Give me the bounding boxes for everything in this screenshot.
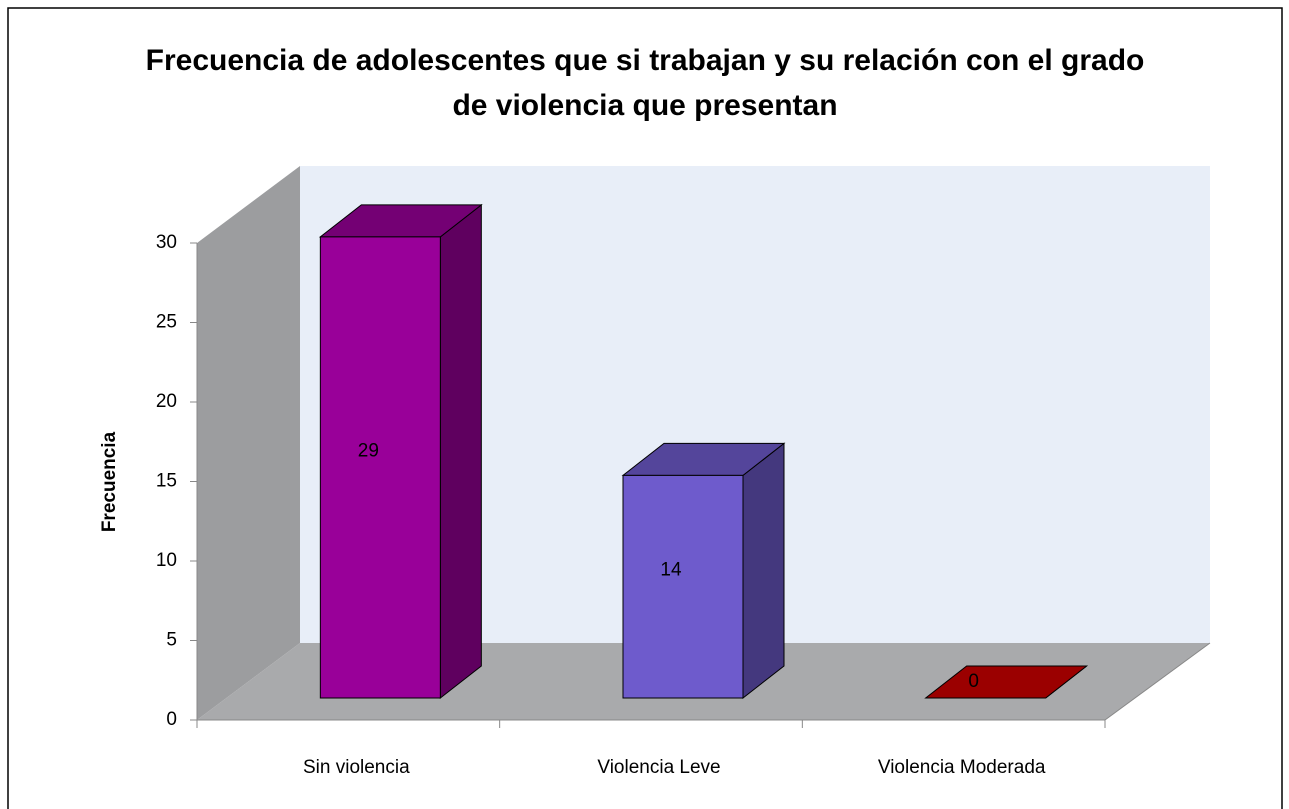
y-tick-label: 0 (166, 709, 177, 730)
x-tick-label: Violencia Leve (597, 757, 720, 778)
data-label: 14 (660, 560, 682, 581)
y-tick-label: 5 (166, 630, 177, 651)
y-tick-label: 25 (156, 312, 177, 333)
y-tick-label: 10 (156, 550, 177, 571)
bar (622, 474, 744, 699)
chart-title: Frecuencia de adolescentes que si trabaj… (145, 44, 1145, 122)
x-tick-label: Sin violencia (303, 757, 410, 778)
y-tick-label: 20 (156, 391, 177, 412)
x-tick-label: Violencia Moderada (878, 757, 1046, 778)
y-tick-label: 30 (156, 232, 177, 253)
bar-side (439, 203, 482, 700)
y-axis-title: Frecuencia (99, 431, 120, 532)
side-wall (197, 166, 300, 720)
bar-top (924, 665, 1089, 699)
y-tick-label: 15 (156, 471, 177, 492)
chart-frame (7, 7, 1283, 809)
data-label: 0 (968, 671, 979, 692)
back-wall (300, 166, 1210, 643)
floor-edge (1104, 642, 1211, 721)
bar-side (742, 442, 785, 700)
bar (319, 236, 441, 699)
data-label: 29 (358, 440, 379, 461)
